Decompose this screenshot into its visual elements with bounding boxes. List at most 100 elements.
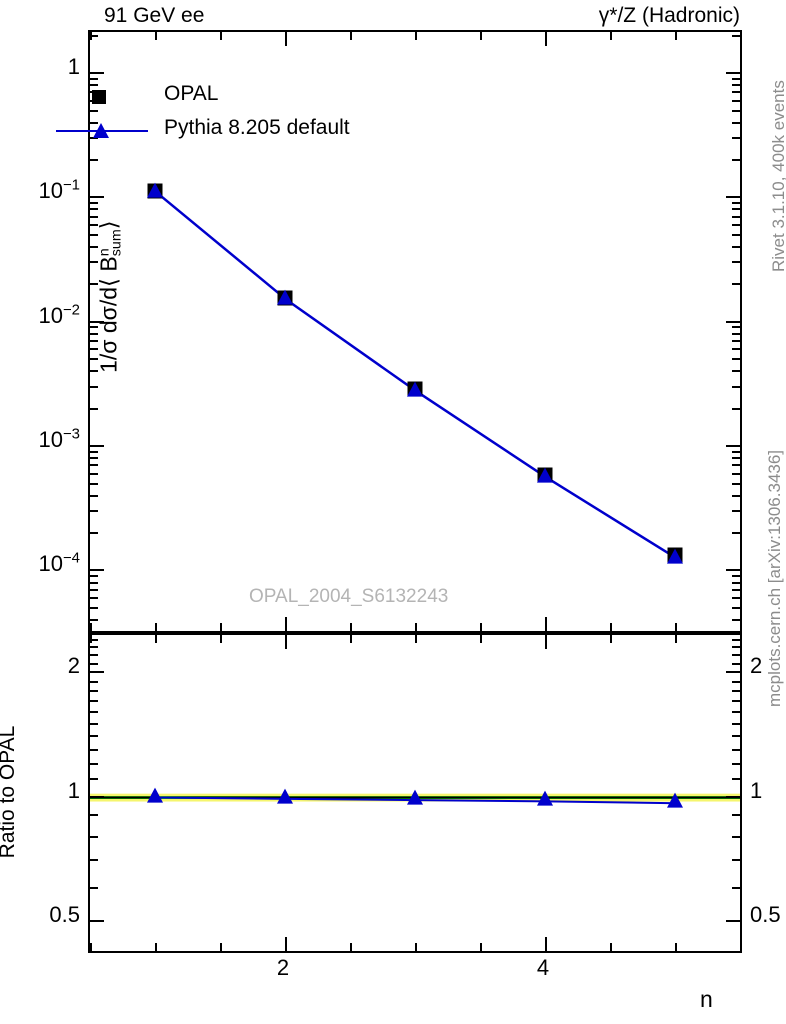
axis-tick [90,196,104,199]
axis-tick [90,606,98,609]
axis-tick [90,326,98,329]
axis-tick [732,450,740,453]
axis-tick [90,202,98,205]
axis-tick [480,623,482,631]
axis-tick [732,887,740,890]
axis-tick [90,34,98,37]
axis-tick [726,72,740,75]
pythia-data-marker [147,182,163,198]
axis-tick [90,943,92,951]
axis-tick [220,32,222,40]
axis-tick [90,283,98,286]
axis-tick-label: 1 [67,777,80,803]
axis-tick [732,158,740,161]
axis-tick [90,472,98,475]
axis-tick [90,623,92,631]
axis-tick [732,581,740,584]
axis-tick [732,91,740,94]
axis-tick [90,638,98,641]
axis-tick [90,575,98,578]
axis-tick [732,385,740,388]
axis-tick [732,532,740,535]
axis-tick [545,635,547,649]
axis-tick [90,711,98,714]
axis-tick [675,635,677,643]
axis-tick [415,32,417,40]
axis-tick [90,464,98,467]
axis-tick-label: 2 [67,653,80,679]
axis-tick [732,646,740,649]
axis-tick [480,635,482,643]
axis-tick [732,722,740,725]
axis-tick [90,532,98,535]
axis-tick [90,748,98,751]
axis-tick [732,370,740,373]
axis-tick [732,575,740,578]
axis-tick [675,623,677,631]
legend-marker [52,114,152,148]
axis-tick-label: 0.5 [49,901,80,927]
ratio-pythia-marker [147,787,163,803]
axis-tick [90,646,98,649]
mcplots-source-caption: mcplots.cern.ch [arXiv:1306.3436] [765,449,784,707]
axis-tick [90,700,98,703]
axis-tick [90,859,98,862]
axis-tick [726,919,740,922]
axis-tick [155,623,157,631]
y-axis-label-suffix: ⟩ [95,220,122,230]
axis-tick [90,320,104,323]
axis-tick-label: 10−4 [38,550,80,577]
axis-tick [732,121,740,124]
axis-tick [732,224,740,226]
axis-tick-label: 10−1 [38,177,80,204]
axis-tick-label: 4 [536,955,550,980]
axis-tick [732,261,740,264]
axis-tick [732,654,740,657]
axis-tick [90,762,98,765]
axis-tick [732,494,740,497]
axis-tick [90,795,104,798]
axis-tick [732,233,740,236]
axis-tick [732,638,740,641]
ratio-pythia-marker [277,788,293,804]
axis-tick [732,464,740,467]
axis-tick [285,617,287,631]
axis-tick [155,635,157,643]
axis-tick [732,358,740,361]
axis-tick [732,84,740,87]
axis-tick [90,121,98,124]
axis-tick [90,109,98,112]
axis-tick [90,887,98,890]
axis-tick [726,569,740,572]
axis-tick [90,588,98,591]
pythia-line [156,191,678,560]
axis-tick [220,635,222,643]
axis-tick [545,32,547,46]
axis-tick [732,510,740,513]
axis-tick [155,943,157,951]
axis-tick [732,711,740,714]
legend-square-icon [92,90,106,104]
axis-tick [610,635,612,643]
x-axis-label: n [700,986,713,1012]
axis-tick-label: 10−3 [38,425,80,453]
axis-tick [90,581,98,584]
axis-tick [90,72,104,75]
axis-tick [350,943,352,951]
axis-tick-label: 1 [67,54,80,80]
y-axis-label-prefix: 1/σ dσ/d⟨ B [95,256,122,373]
axis-tick [726,445,740,448]
axis-tick [732,762,740,765]
axis-tick [90,370,98,373]
axis-tick [732,109,740,112]
axis-tick [732,618,740,621]
axis-tick [732,457,740,460]
legend-label: Pythia 8.205 default [164,116,350,139]
axis-tick [285,635,287,649]
header-left-label: 91 GeV ee [104,4,205,27]
axis-tick [90,671,104,674]
axis-tick [90,445,104,448]
ratio-pythia-marker [537,790,553,806]
axis-tick [480,32,482,40]
axis-tick [90,245,98,248]
